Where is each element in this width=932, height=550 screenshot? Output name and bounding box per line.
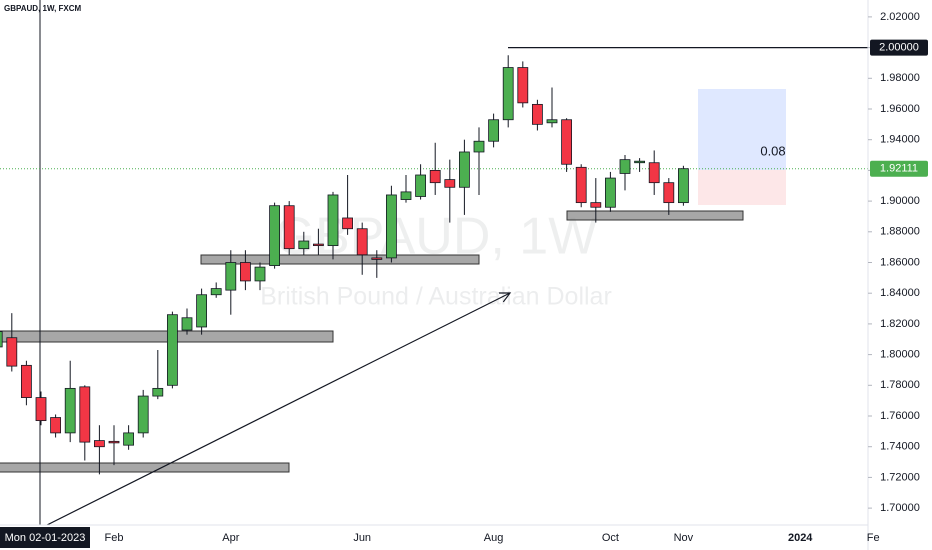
candle-body: [123, 432, 134, 446]
trend-arrow[interactable]: [46, 293, 510, 525]
candle-body: [590, 202, 602, 208]
chart-title: GBPAUD, 1W, FXCM: [4, 4, 82, 13]
candle-body: [342, 217, 354, 230]
candle-body: [152, 387, 164, 397]
candle-body: [0, 331, 3, 348]
candle-body: [532, 103, 543, 125]
candle-body: [473, 140, 485, 153]
y-tick-label: 1.96000: [880, 103, 920, 115]
y-tick-label: 1.84000: [880, 287, 920, 299]
candle-body: [6, 337, 18, 367]
candle-body: [415, 174, 427, 197]
y-tick-label: 1.86000: [880, 256, 920, 268]
y-tick-label: 1.76000: [880, 410, 920, 422]
y-tick-label: 1.78000: [880, 379, 920, 391]
candle-body: [444, 179, 456, 188]
last-price-box: [870, 160, 928, 177]
candle-body: [225, 262, 237, 291]
x-tick-label: Aug: [484, 532, 504, 544]
candle-body: [327, 194, 339, 247]
y-tick-label: 1.90000: [880, 195, 920, 207]
candle-body: [210, 288, 222, 296]
candle-body: [546, 119, 558, 124]
y-tick-label: 1.80000: [880, 349, 920, 361]
x-tick-label: Jun: [353, 532, 371, 544]
candle-body: [254, 266, 266, 282]
candle-body: [371, 257, 383, 260]
position-label: 0.08: [760, 143, 785, 158]
y-tick-label: 1.82000: [880, 318, 920, 330]
x-tick-label: Oct: [602, 532, 619, 544]
crosshair-label-box: [0, 527, 90, 548]
candle-body: [108, 440, 120, 444]
candle-body: [429, 169, 441, 184]
zone[interactable]: [200, 254, 480, 265]
position-target-zone[interactable]: [698, 89, 786, 170]
candle-body: [605, 177, 616, 208]
candle-body: [79, 386, 91, 443]
candle-body: [137, 395, 149, 434]
candle-body: [312, 243, 324, 247]
y-tick-label: 1.88000: [880, 226, 920, 238]
candle-body: [181, 317, 193, 331]
zone[interactable]: [566, 210, 744, 221]
y-tick-label: 1.98000: [880, 72, 920, 84]
candle-body: [269, 205, 281, 266]
zone[interactable]: [0, 330, 334, 343]
candle-body: [678, 168, 689, 204]
candle-body: [458, 151, 470, 188]
candle-body: [561, 119, 572, 165]
y-tick-label: 1.74000: [880, 441, 920, 453]
candle-body: [50, 417, 61, 434]
y-tick-label: 1.70000: [880, 502, 920, 514]
candle-body: [356, 228, 368, 256]
y-tick-label: 2.02000: [880, 11, 920, 23]
level-label: 2.00000: [879, 41, 919, 53]
candle-body: [400, 191, 412, 200]
candle-body: [648, 162, 660, 184]
watermark-subtitle: British Pound / Australian Dollar: [260, 283, 612, 311]
y-tick-label: 1.72000: [880, 471, 920, 483]
candle-body: [196, 294, 208, 328]
level-label-box: [870, 39, 928, 56]
candle-body: [239, 262, 251, 282]
zone[interactable]: [0, 462, 290, 473]
candle-body: [575, 166, 587, 204]
candle-body: [64, 387, 76, 434]
x-tick-label: Feb: [105, 532, 124, 544]
x-tick-label: 2024: [788, 532, 813, 544]
plot-area: GBPAUD, 1W British Pound / Australian Do…: [0, 0, 868, 525]
candle-body: [385, 194, 397, 259]
candle-body: [166, 314, 178, 386]
candle-body: [283, 205, 295, 250]
crosshair-label: Mon 02-01-2023: [5, 532, 86, 544]
candle-body: [35, 397, 47, 422]
position-stop-zone[interactable]: [698, 170, 786, 205]
candle-body: [663, 182, 675, 204]
candle-body: [634, 160, 645, 164]
candle-body: [298, 240, 310, 250]
candle-body: [502, 67, 514, 121]
x-tick-label: Fe: [867, 532, 880, 544]
candle-body: [20, 364, 32, 398]
last-price-label: 1.92111: [880, 163, 918, 175]
candle-body: [488, 119, 500, 142]
x-tick-label: Apr: [222, 532, 239, 544]
candle-body: [619, 159, 631, 174]
candle-body: [94, 440, 105, 448]
x-tick-label: Nov: [674, 532, 694, 544]
y-tick-label: 1.94000: [880, 134, 920, 146]
candle-body: [517, 67, 529, 104]
